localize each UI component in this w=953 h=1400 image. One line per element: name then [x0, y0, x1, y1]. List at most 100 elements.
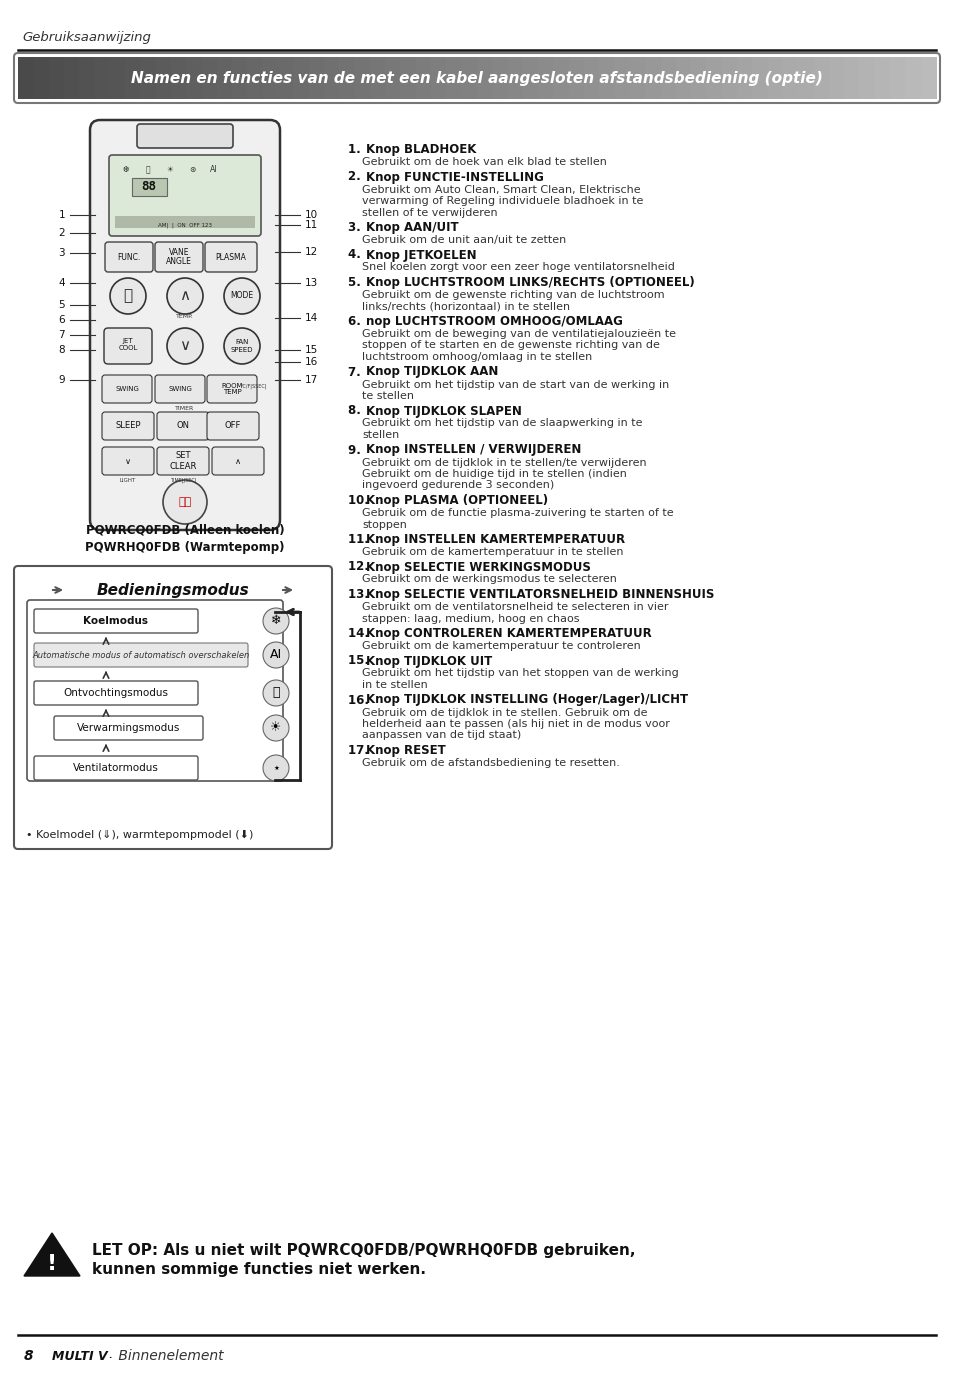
Text: ⊛: ⊛	[189, 165, 195, 175]
Bar	[476, 57, 493, 99]
Text: 2.: 2.	[348, 171, 364, 183]
Bar	[767, 57, 783, 99]
Polygon shape	[24, 1233, 80, 1275]
Text: Gebruikt om de gewenste richting van de luchtstroom: Gebruikt om de gewenste richting van de …	[361, 290, 664, 300]
Bar	[659, 57, 677, 99]
Bar	[247, 57, 264, 99]
Text: Snel koelen zorgt voor een zeer hoge ventilatorsnelheid: Snel koelen zorgt voor een zeer hoge ven…	[361, 263, 674, 273]
Text: 4.: 4.	[348, 249, 365, 262]
Text: 🅛🅖: 🅛🅖	[178, 497, 192, 507]
Text: helderheid aan te passen (als hij niet in de modus voor: helderheid aan te passen (als hij niet i…	[361, 720, 669, 729]
Bar	[49, 57, 65, 99]
Circle shape	[224, 328, 260, 364]
Text: 13: 13	[305, 279, 318, 288]
Text: aanpassen van de tijd staat): aanpassen van de tijd staat)	[361, 731, 520, 741]
Bar	[115, 216, 254, 228]
Text: 9.: 9.	[348, 444, 365, 456]
Text: Gebruikt om de tijdklok in te stellen/te verwijderen: Gebruikt om de tijdklok in te stellen/te…	[361, 458, 646, 468]
Text: stappen: laag, medium, hoog en chaos: stappen: laag, medium, hoog en chaos	[361, 613, 578, 623]
FancyBboxPatch shape	[102, 447, 153, 475]
Bar	[278, 57, 294, 99]
Bar	[889, 57, 905, 99]
Bar	[232, 57, 248, 99]
Bar	[752, 57, 768, 99]
Bar	[813, 57, 829, 99]
Circle shape	[263, 643, 289, 668]
FancyBboxPatch shape	[207, 375, 256, 403]
FancyBboxPatch shape	[34, 643, 248, 666]
Bar	[64, 57, 80, 99]
Bar	[186, 57, 202, 99]
Text: ∨: ∨	[179, 339, 191, 353]
Text: Knop SELECTIE VENTILATORSNELHEID BINNENSHUIS: Knop SELECTIE VENTILATORSNELHEID BINNENS…	[366, 588, 714, 601]
Text: 12: 12	[305, 246, 318, 258]
Bar	[18, 57, 34, 99]
FancyBboxPatch shape	[102, 375, 152, 403]
Text: ☀: ☀	[270, 721, 281, 735]
Text: .: .	[108, 1351, 112, 1361]
FancyBboxPatch shape	[90, 120, 280, 531]
Text: ☀: ☀	[167, 165, 173, 175]
Text: ⋆: ⋆	[272, 762, 279, 774]
FancyBboxPatch shape	[212, 447, 264, 475]
Bar	[568, 57, 584, 99]
Text: 11.: 11.	[348, 533, 373, 546]
Text: Gebruikt om Auto Clean, Smart Clean, Elektrische: Gebruikt om Auto Clean, Smart Clean, Ele…	[361, 185, 640, 195]
Text: stellen: stellen	[361, 430, 399, 440]
Text: te stellen: te stellen	[361, 391, 414, 400]
Bar	[110, 57, 126, 99]
Text: Knop AAN/UIT: Knop AAN/UIT	[366, 221, 458, 234]
Text: Knop TIJDKLOK SLAPEN: Knop TIJDKLOK SLAPEN	[366, 405, 521, 417]
Text: AI: AI	[270, 648, 282, 662]
Bar	[79, 57, 95, 99]
Text: 💧: 💧	[146, 165, 151, 175]
Text: Gebruikt om de huidige tijd in te stellen (indien: Gebruikt om de huidige tijd in te stelle…	[361, 469, 626, 479]
Circle shape	[167, 279, 203, 314]
Text: 11: 11	[305, 220, 318, 230]
Text: 12.: 12.	[348, 560, 373, 574]
Text: Binnenelement: Binnenelement	[113, 1350, 223, 1364]
Text: 1.: 1.	[348, 143, 364, 155]
Bar	[492, 57, 508, 99]
Bar	[416, 57, 432, 99]
Text: Koelmodus: Koelmodus	[84, 616, 149, 626]
Bar	[132, 178, 167, 196]
Circle shape	[263, 608, 289, 634]
Text: Knop TIJDKLOK UIT: Knop TIJDKLOK UIT	[366, 655, 492, 668]
Bar	[691, 57, 707, 99]
Text: Verwarmingsmodus: Verwarmingsmodus	[77, 722, 180, 734]
Bar	[522, 57, 538, 99]
Text: 8: 8	[24, 1350, 33, 1364]
Bar	[843, 57, 860, 99]
Text: SLEEP: SLEEP	[115, 421, 141, 431]
Bar	[431, 57, 447, 99]
Text: luchtstroom omhoog/omlaag in te stellen: luchtstroom omhoog/omlaag in te stellen	[361, 351, 592, 363]
FancyBboxPatch shape	[34, 609, 198, 633]
Text: PLASMA: PLASMA	[215, 252, 246, 262]
Bar	[201, 57, 217, 99]
Text: Knop CONTROLEREN KAMERTEMPERATUUR: Knop CONTROLEREN KAMERTEMPERATUUR	[366, 627, 651, 640]
Bar	[920, 57, 936, 99]
Text: Ventilatormodus: Ventilatormodus	[73, 763, 159, 773]
FancyBboxPatch shape	[157, 412, 209, 440]
Bar	[859, 57, 875, 99]
Bar	[262, 57, 279, 99]
Bar	[216, 57, 233, 99]
Text: LIGHT: LIGHT	[120, 477, 136, 483]
Text: 15.: 15.	[348, 655, 373, 668]
Bar	[782, 57, 799, 99]
FancyBboxPatch shape	[27, 601, 283, 781]
Text: FAN
SPEED: FAN SPEED	[231, 340, 253, 353]
Text: nop LUCHTSTROOM OMHOOG/OMLAAG: nop LUCHTSTROOM OMHOOG/OMLAAG	[366, 315, 622, 328]
Text: 💧: 💧	[272, 686, 279, 700]
Text: Knop PLASMA (OPTIONEEL): Knop PLASMA (OPTIONEEL)	[366, 494, 548, 507]
FancyBboxPatch shape	[207, 412, 258, 440]
Text: 16.: 16.	[348, 693, 373, 707]
Text: stoppen of te starten en de gewenste richting van de: stoppen of te starten en de gewenste ric…	[361, 340, 659, 350]
Text: PQWRCQ0FDB (Alleen koelen): PQWRCQ0FDB (Alleen koelen)	[86, 524, 284, 536]
Text: Gebruiksaanwijzing: Gebruiksaanwijzing	[22, 31, 151, 45]
Text: Gebruik om de unit aan/uit te zetten: Gebruik om de unit aan/uit te zetten	[361, 235, 566, 245]
Text: 17: 17	[305, 375, 318, 385]
Bar	[583, 57, 599, 99]
FancyBboxPatch shape	[157, 447, 209, 475]
